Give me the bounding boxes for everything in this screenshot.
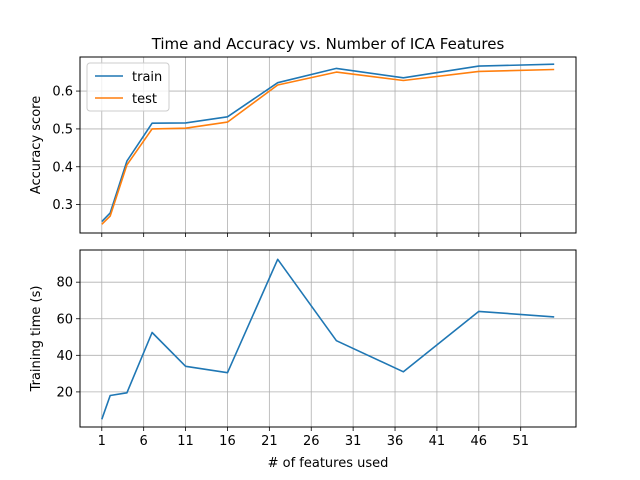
accuracy-y-axis-label: Accuracy score (29, 96, 44, 194)
x-tick-label: 6 (140, 434, 148, 449)
training-time-y-tick-label: 80 (56, 276, 73, 291)
x-tick-label: 41 (429, 434, 446, 449)
accuracy-y-tick-label: 0.3 (52, 198, 73, 213)
training-time-series (101, 258, 555, 420)
training-time-y-axis-label: Training time (s) (29, 286, 44, 393)
legend: train test (86, 62, 170, 112)
x-tick-label: 46 (471, 434, 488, 449)
accuracy-subplot: 0.3 0.4 0.5 0.6 Accuracy score train test (29, 56, 577, 237)
training-time-y-tick-label: 40 (56, 349, 73, 364)
legend-box (86, 62, 170, 112)
x-tick-label: 26 (303, 434, 320, 449)
accuracy-ticks: 0.3 0.4 0.5 0.6 (52, 85, 522, 237)
accuracy-y-tick-label: 0.4 (52, 160, 73, 175)
x-tick-label: 11 (177, 434, 194, 449)
legend-label-train: train (132, 70, 162, 85)
x-tick-label: 1 (98, 434, 106, 449)
training-time-axes-frame (79, 249, 577, 428)
accuracy-y-tick-label: 0.5 (52, 122, 73, 137)
accuracy-series (101, 63, 555, 225)
training-time-y-tick-label: 20 (56, 385, 73, 400)
x-tick-label: 16 (219, 434, 236, 449)
training-time-series-line (101, 258, 555, 420)
accuracy-series-test (101, 68, 555, 225)
x-tick-label: 36 (387, 434, 404, 449)
x-tick-label: 21 (261, 434, 278, 449)
accuracy-series-train (101, 63, 555, 223)
x-axis-label: # of features used (268, 456, 389, 471)
x-tick-label: 31 (345, 434, 362, 449)
training-time-grid (80, 250, 576, 427)
accuracy-axes-frame (79, 56, 577, 234)
x-tick-label: 51 (512, 434, 529, 449)
legend-label-test: test (132, 92, 157, 107)
chart-title: Time and Accuracy vs. Number of ICA Feat… (151, 35, 505, 53)
accuracy-y-tick-label: 0.6 (52, 85, 73, 100)
training-time-y-tick-label: 60 (56, 312, 73, 327)
